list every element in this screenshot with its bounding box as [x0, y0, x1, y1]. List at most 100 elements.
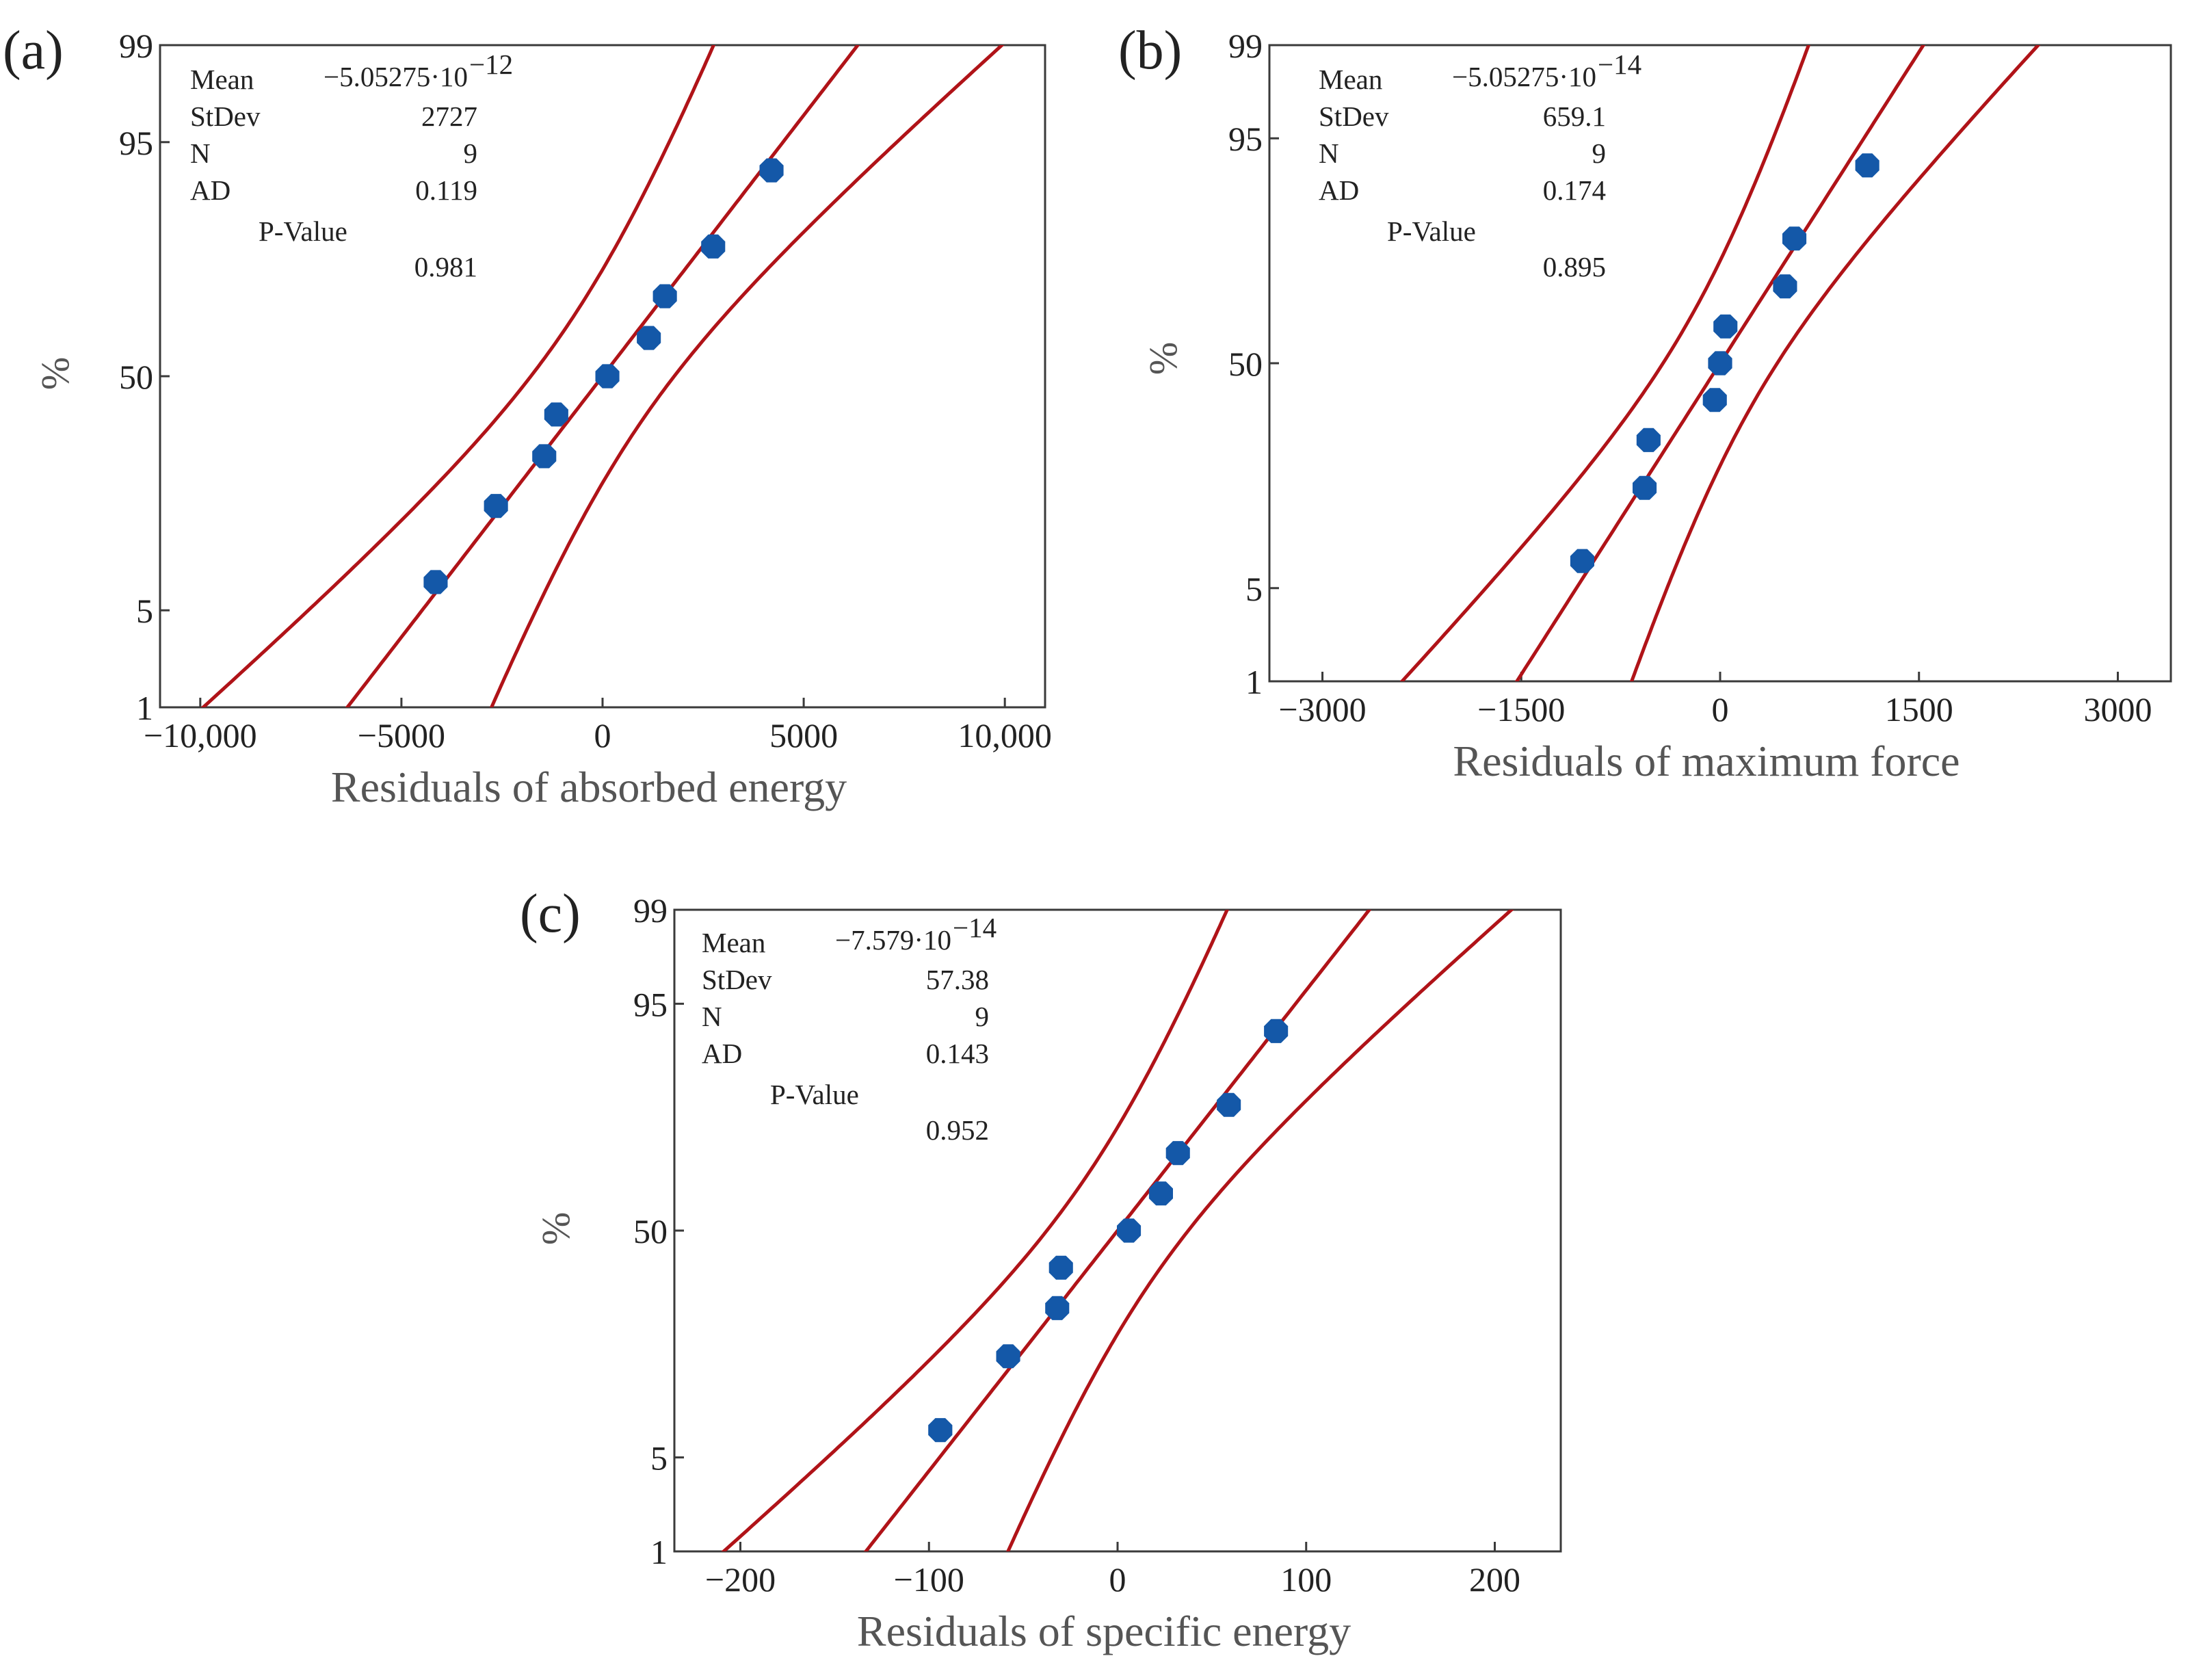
y-tick-label: 50 — [1228, 345, 1263, 383]
stat-label: Mean — [1319, 64, 1382, 95]
data-point — [1264, 1019, 1289, 1043]
confidence-band-upper — [1629, 45, 2041, 681]
y-tick-label: 95 — [633, 985, 668, 1023]
x-tick-label: 10,000 — [958, 716, 1052, 754]
data-point — [1148, 1181, 1173, 1206]
stat-label: Mean — [702, 927, 765, 958]
stat-value: 0.895 — [1543, 251, 1606, 283]
data-point — [1570, 549, 1594, 573]
x-tick-label: 3000 — [2083, 690, 2152, 729]
data-point — [1773, 274, 1797, 299]
stat-value: 57.38 — [926, 964, 989, 995]
data-point — [1117, 1218, 1142, 1243]
data-point — [701, 234, 726, 259]
data-point — [1045, 1296, 1070, 1320]
y-tick-label: 99 — [1228, 27, 1263, 65]
data-point — [1636, 428, 1661, 452]
stat-label: StDev — [190, 101, 261, 132]
confidence-band-upper — [1006, 910, 1514, 1551]
x-tick-label: −1500 — [1477, 690, 1565, 729]
panel-label: (c) — [520, 884, 581, 944]
panel-c: (c) 1 5 50 95 99 −200 −100 0 100 200 Residuals of s… — [520, 884, 1562, 1655]
confidence-band-lower — [721, 910, 1229, 1551]
stat-value: 0.952 — [926, 1114, 989, 1146]
data-point — [637, 326, 661, 350]
x-tick-label: 5000 — [769, 716, 838, 754]
data-point — [544, 402, 568, 427]
stat-label: AD — [190, 174, 230, 206]
y-tick-label: 50 — [119, 358, 153, 396]
stat-value: 0.143 — [926, 1038, 989, 1069]
y-tick-label: 95 — [1228, 120, 1263, 158]
stat-label: Mean — [190, 64, 254, 95]
stat-label: N — [190, 137, 211, 169]
x-tick-label: 0 — [594, 716, 611, 754]
x-tick-label: −3000 — [1278, 690, 1366, 729]
stat-value: 659.1 — [1543, 101, 1606, 132]
stat-label: StDev — [702, 964, 772, 995]
x-tick-label: 0 — [1109, 1560, 1126, 1599]
stat-label: P-Value — [770, 1079, 859, 1110]
y-axis-title: % — [533, 1212, 578, 1245]
data-point — [532, 444, 557, 469]
x-tick-label: −200 — [705, 1560, 776, 1599]
data-point — [1048, 1255, 1073, 1280]
x-axis-title: Residuals of absorbed energy — [331, 763, 847, 811]
data-point — [484, 494, 508, 519]
panel-label: (b) — [1118, 21, 1182, 81]
x-axis-title: Residuals of maximum force — [1453, 737, 1960, 785]
stat-value: −7.579·10 — [835, 924, 951, 956]
data-point — [1708, 351, 1732, 376]
stat-label: P-Value — [1387, 215, 1476, 247]
data-point — [1713, 314, 1738, 339]
stat-value: 9 — [1592, 137, 1607, 169]
data-point — [928, 1418, 953, 1443]
stat-value: 0.981 — [414, 251, 477, 283]
x-tick-label: 100 — [1280, 1560, 1332, 1599]
data-point — [996, 1344, 1020, 1369]
data-point — [1855, 153, 1879, 178]
data-point — [595, 364, 620, 389]
confidence-band-lower — [200, 45, 716, 707]
stat-exponent: −14 — [953, 912, 997, 943]
stat-value: −5.05275·10 — [1452, 61, 1596, 92]
y-tick-label: 5 — [1245, 570, 1263, 608]
panel-b: (b) 1 5 50 95 99 −3000 −1500 0 1500 3000 Residuals … — [1118, 21, 2172, 785]
stat-label: P-Value — [259, 215, 347, 247]
stat-exponent: −14 — [1598, 49, 1641, 80]
data-point — [423, 570, 448, 594]
data-point — [759, 158, 784, 183]
stat-label: AD — [702, 1038, 742, 1069]
y-tick-label: 95 — [119, 124, 153, 162]
x-tick-label: −100 — [894, 1560, 964, 1599]
data-point — [1633, 475, 1657, 500]
stat-value: 9 — [464, 137, 478, 169]
y-tick-label: 5 — [650, 1439, 668, 1478]
y-tick-label: 50 — [633, 1212, 668, 1250]
data-point — [1782, 226, 1807, 251]
stat-label: N — [1319, 137, 1339, 169]
y-axis-title: % — [33, 357, 77, 390]
stat-value: −5.05275·10 — [324, 61, 468, 92]
y-tick-label: 99 — [119, 27, 153, 65]
stat-value: 9 — [975, 1001, 990, 1032]
stat-label: N — [702, 1001, 722, 1032]
stat-value: 0.174 — [1543, 174, 1606, 206]
x-tick-label: −5000 — [358, 716, 445, 754]
data-point — [1217, 1092, 1241, 1117]
x-axis-title: Residuals of specific energy — [857, 1607, 1351, 1655]
y-tick-label: 5 — [136, 592, 153, 630]
stat-label: AD — [1319, 174, 1359, 206]
y-axis-title: % — [1141, 342, 1185, 375]
y-tick-label: 1 — [1245, 663, 1263, 701]
y-tick-label: 1 — [136, 689, 153, 727]
panel-label: (a) — [3, 21, 64, 81]
confidence-band-lower — [1399, 45, 1811, 681]
data-point — [1165, 1141, 1190, 1166]
stat-value: 0.119 — [415, 174, 477, 206]
confidence-band-upper — [489, 45, 1005, 707]
stat-label: StDev — [1319, 101, 1389, 132]
panel-a: (a) 1 5 50 95 99 −10,000 −5000 0 5000 10,000 Residu… — [3, 21, 1052, 811]
stat-exponent: −12 — [469, 49, 513, 80]
